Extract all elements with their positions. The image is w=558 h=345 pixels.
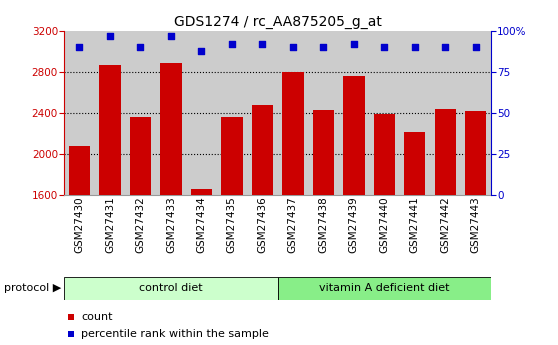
Bar [465, 111, 487, 195]
Point [75, 45, 84, 50]
Bar [191, 189, 212, 195]
Bar [247, 31, 277, 195]
Point [288, 45, 297, 50]
Bar [374, 114, 395, 195]
Bar [404, 132, 426, 195]
Text: percentile rank within the sample: percentile rank within the sample [81, 329, 269, 339]
Bar [69, 146, 90, 195]
Bar [282, 72, 304, 195]
Text: vitamin A deficient diet: vitamin A deficient diet [319, 284, 450, 293]
Bar [435, 109, 456, 195]
Point [105, 33, 114, 39]
Point [197, 48, 206, 53]
Point [166, 33, 175, 39]
Bar [312, 110, 334, 195]
Bar [186, 31, 217, 195]
Bar [278, 31, 308, 195]
Bar [277, 277, 491, 300]
Point [410, 45, 419, 50]
Bar [64, 31, 95, 195]
Bar [343, 76, 364, 195]
Text: count: count [81, 312, 113, 322]
Point [472, 45, 480, 50]
Bar [99, 65, 121, 195]
Text: control diet: control diet [139, 284, 203, 293]
Bar [217, 31, 247, 195]
Bar [95, 31, 125, 195]
Bar [129, 117, 151, 195]
Title: GDS1274 / rc_AA875205_g_at: GDS1274 / rc_AA875205_g_at [174, 14, 382, 29]
Bar [252, 105, 273, 195]
Bar [400, 31, 430, 195]
Bar [221, 117, 243, 195]
Bar [339, 31, 369, 195]
Bar [308, 31, 339, 195]
Bar [430, 31, 460, 195]
Bar [64, 277, 277, 300]
Bar [156, 31, 186, 195]
Point [228, 41, 237, 47]
Bar [160, 63, 181, 195]
Point [441, 45, 450, 50]
Text: protocol ▶: protocol ▶ [4, 284, 61, 293]
Bar [125, 31, 156, 195]
Point [349, 41, 358, 47]
Point [136, 45, 145, 50]
Point [258, 41, 267, 47]
Bar [460, 31, 491, 195]
Bar [369, 31, 400, 195]
Point [319, 45, 328, 50]
Point [380, 45, 389, 50]
